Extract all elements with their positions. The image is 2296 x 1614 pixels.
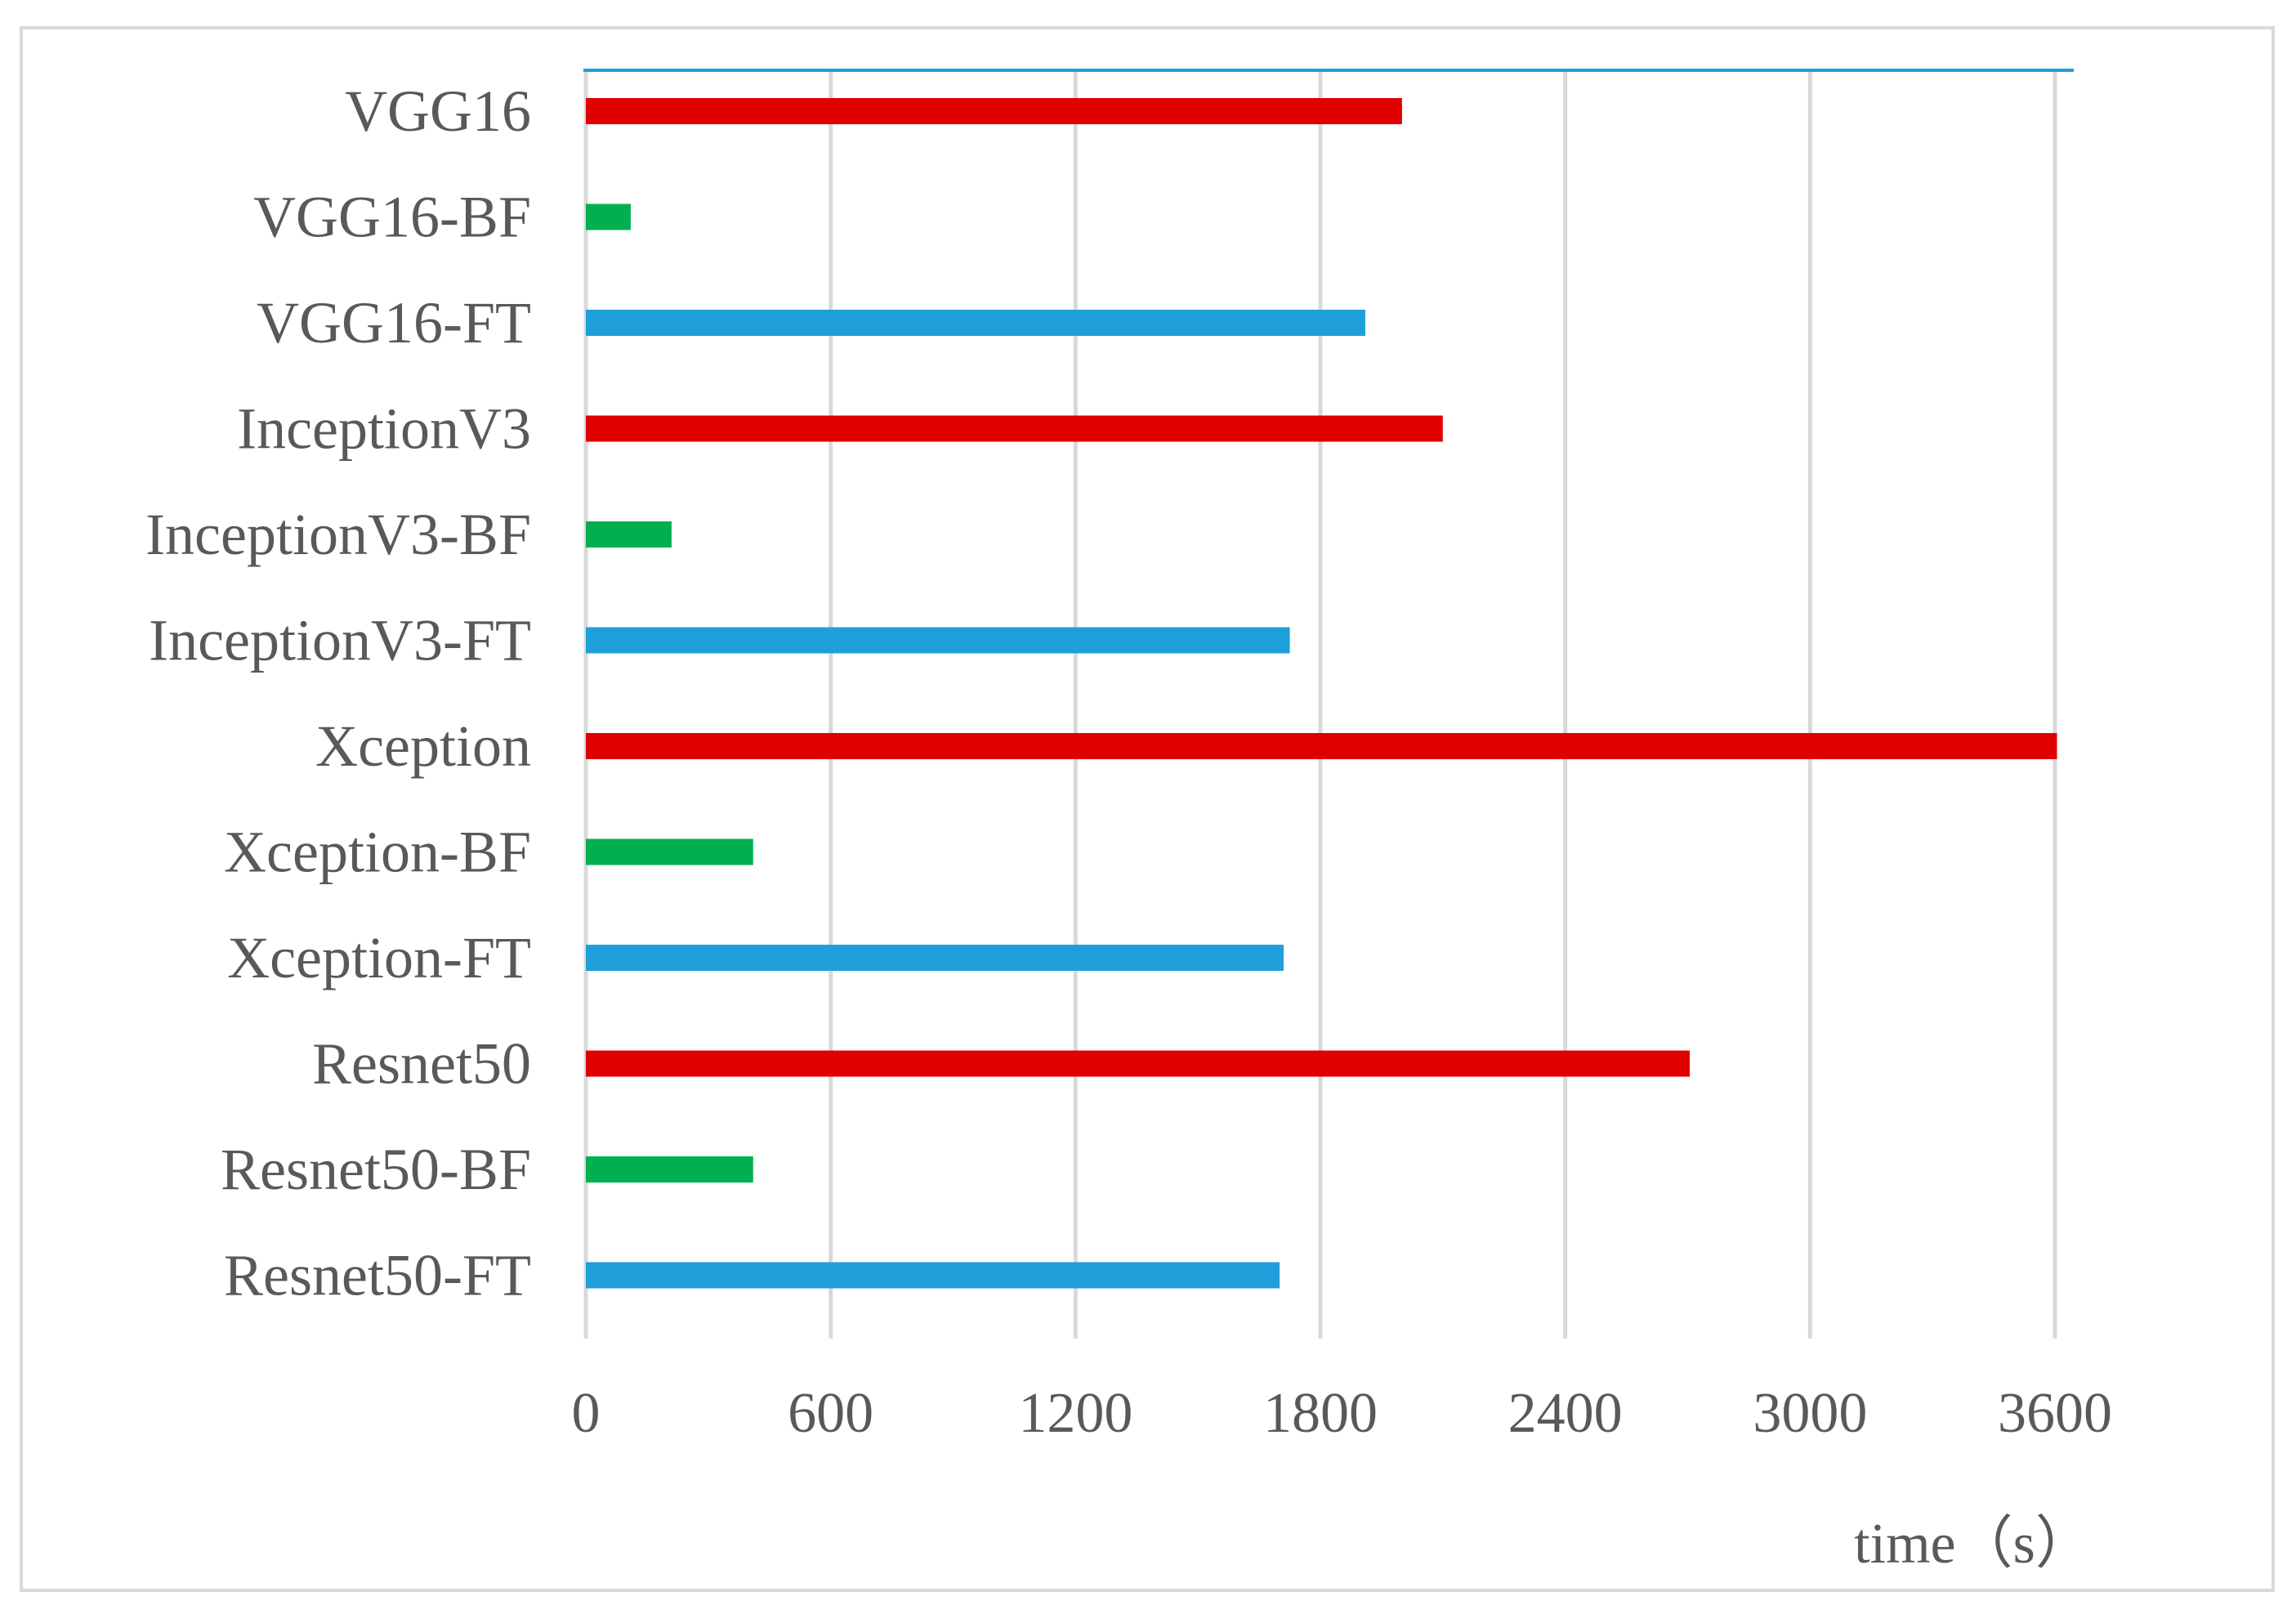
x-tick-labels: 0 600 1200 1800 2400 3000 3600 [572, 1382, 2113, 1445]
bar [586, 203, 631, 230]
category-label: InceptionV3 [237, 396, 531, 462]
bar [586, 1262, 1280, 1289]
x-tick-label: 1800 [1263, 1382, 1378, 1445]
bar [586, 310, 1365, 336]
x-tick-label: 1200 [1018, 1382, 1132, 1445]
category-label: InceptionV3-FT [149, 608, 531, 673]
bar [586, 838, 753, 865]
category-label: Resnet50-FT [224, 1243, 531, 1308]
category-label: Xception-FT [227, 925, 531, 990]
x-tick-label: 3600 [1998, 1382, 2112, 1445]
category-label: VGG16 [345, 78, 531, 144]
bar [586, 415, 1443, 442]
gridlines [583, 70, 2057, 1339]
bar [586, 1156, 753, 1183]
x-tick-label: 3000 [1753, 1382, 1867, 1445]
category-label: Xception-BF [224, 820, 531, 885]
bar [586, 627, 1290, 654]
category-label: VGG16-FT [257, 290, 531, 355]
category-label: Resnet50-BF [221, 1137, 531, 1202]
bars [586, 98, 2057, 1289]
category-label: Resnet50 [312, 1031, 531, 1097]
bar [586, 521, 672, 548]
bar [586, 945, 1284, 971]
category-labels: VGG16 VGG16-BF VGG16-FT InceptionV3 Inceptio… [145, 78, 531, 1308]
bar [586, 98, 1402, 124]
category-label: Xception [315, 713, 531, 779]
x-axis-title: time（s） [1854, 1513, 2093, 1576]
bar [586, 733, 2057, 759]
x-tick-label: 600 [788, 1382, 873, 1445]
category-label: InceptionV3-BF [145, 502, 531, 567]
chart-frame [20, 26, 2275, 1592]
x-tick-label: 2400 [1508, 1382, 1623, 1445]
bar [586, 1050, 1690, 1077]
x-tick-label: 0 [572, 1382, 601, 1445]
category-label: VGG16-BF [253, 185, 531, 250]
